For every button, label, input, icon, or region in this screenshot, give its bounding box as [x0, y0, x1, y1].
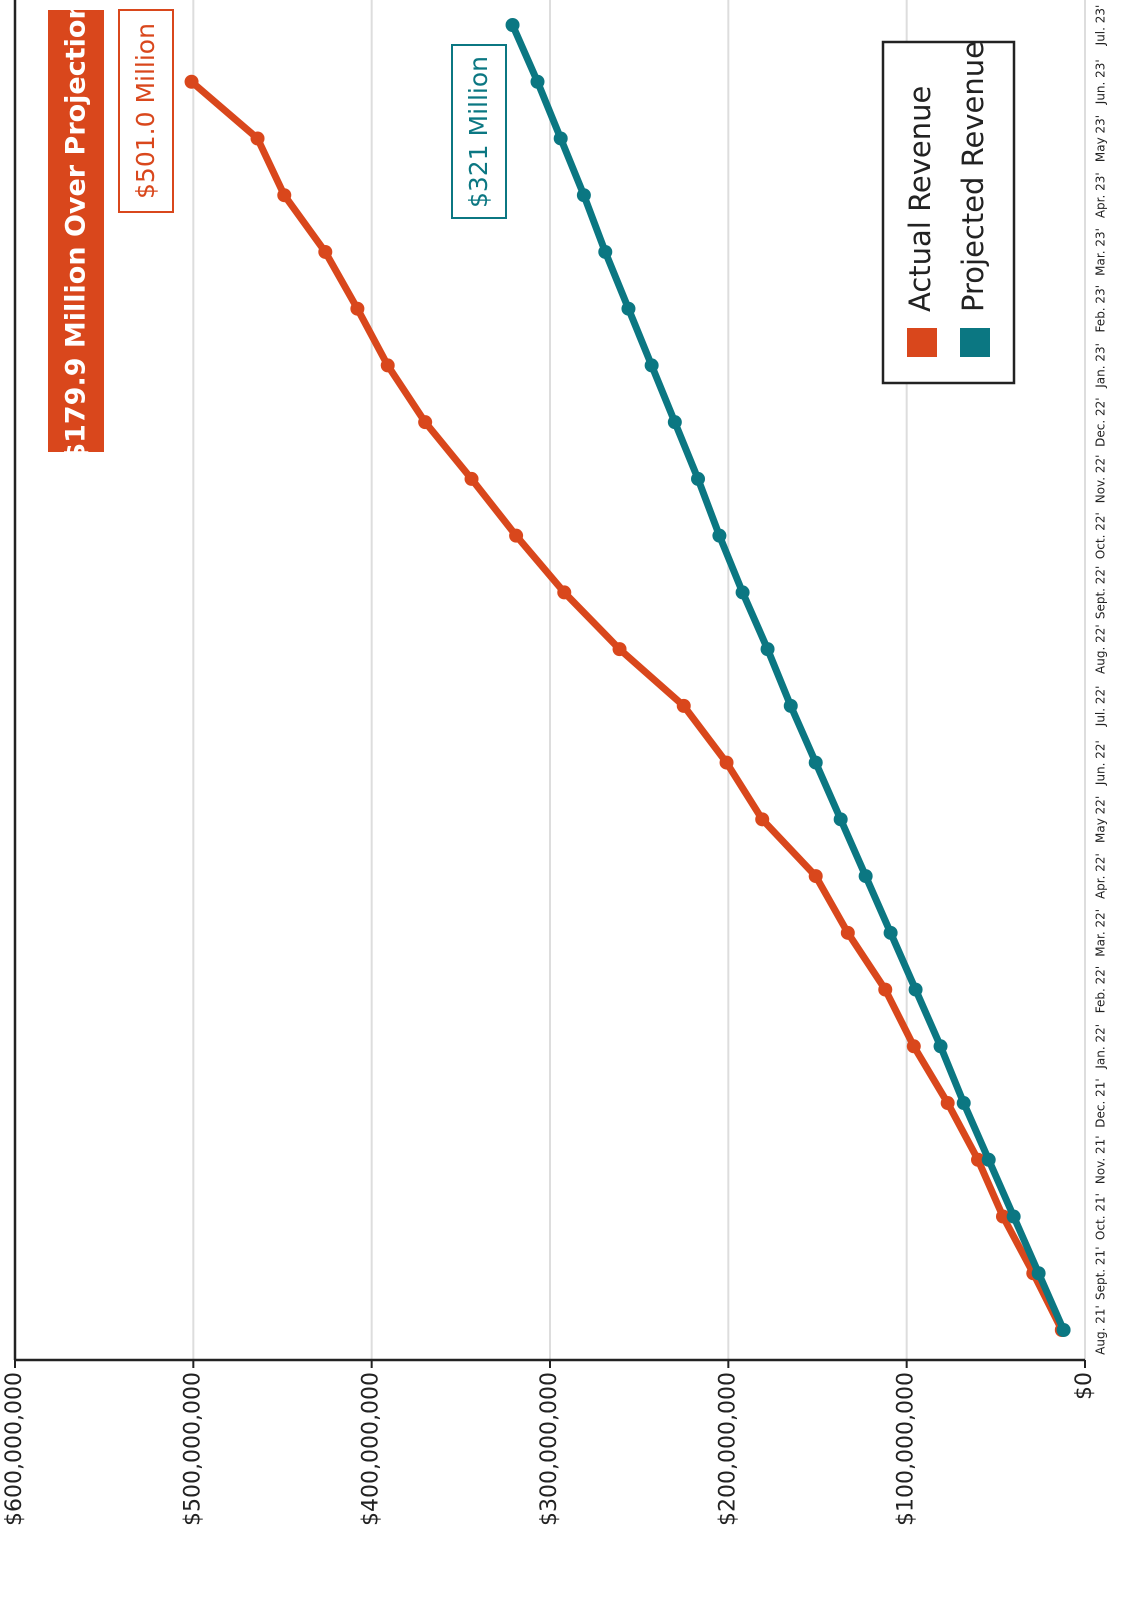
data-point — [277, 188, 292, 203]
data-point — [621, 301, 636, 316]
legend-swatch — [907, 328, 937, 357]
data-point — [612, 642, 627, 657]
annotation: $501.0 Million — [131, 23, 160, 199]
y-tick-label: $300,000,000 — [537, 1372, 562, 1526]
x-tick-label: Dec. 22' — [1094, 397, 1108, 446]
data-point — [553, 131, 568, 146]
data-point — [878, 982, 893, 997]
data-point — [971, 1152, 985, 1167]
x-tick-label: Feb. 22' — [1094, 966, 1108, 1013]
annotation: $321 Million — [464, 56, 493, 208]
data-point — [719, 755, 734, 770]
data-point — [1056, 1323, 1071, 1337]
data-point — [691, 471, 706, 486]
legend-label: Projected Revenue — [956, 41, 990, 312]
y-tick-label: $100,000,000 — [894, 1372, 919, 1526]
x-tick-label: Jun. 23' — [1094, 59, 1108, 105]
data-point — [956, 1096, 971, 1111]
data-point — [530, 74, 545, 89]
x-tick-label: Oct. 21' — [1094, 1193, 1108, 1240]
annotation-box — [48, 10, 104, 452]
y-tick-label: $200,000,000 — [715, 1372, 740, 1526]
data-point — [760, 642, 775, 657]
x-tick-label: Apr. 22' — [1094, 853, 1108, 899]
data-point — [783, 698, 798, 713]
data-point — [995, 1209, 1010, 1224]
data-point — [981, 1152, 996, 1167]
data-point — [808, 755, 823, 770]
x-tick-label: May 22' — [1094, 796, 1108, 843]
x-tick-label: Nov. 22' — [1094, 455, 1108, 504]
annotation: $179.9 Million Over Projection — [61, 0, 92, 461]
legend-label: Actual Revenue — [903, 86, 937, 312]
data-point — [576, 188, 591, 203]
data-point — [318, 244, 333, 259]
data-point — [1031, 1266, 1046, 1281]
data-point — [350, 301, 365, 316]
data-point — [755, 812, 770, 827]
data-point — [808, 869, 823, 884]
annotation-box — [118, 9, 174, 213]
y-tick-label: $600,000,000 — [2, 1372, 27, 1526]
x-tick-label: Aug. 21' — [1094, 1305, 1108, 1355]
data-point — [509, 528, 524, 543]
data-point — [1006, 1209, 1021, 1224]
data-point — [676, 698, 691, 713]
x-tick-label: Jul. 23' — [1094, 5, 1108, 47]
data-point — [184, 74, 199, 89]
data-point — [933, 1039, 948, 1054]
data-point — [735, 585, 750, 600]
legend-box — [881, 40, 1016, 385]
x-tick-label: Sept. 22' — [1094, 566, 1108, 620]
x-tick-label: Sept. 21' — [1094, 1246, 1108, 1300]
x-tick-label: Jun. 22' — [1094, 740, 1108, 786]
rotated-plot: $0 $100,000,000 $200,000,000 $300,000,000 $4… — [2, 0, 1108, 1526]
x-tick-label: Jul. 22' — [1094, 686, 1108, 728]
data-point — [712, 528, 727, 543]
data-point — [418, 415, 433, 430]
y-tick-label: $500,000,000 — [180, 1372, 205, 1526]
x-tick-label: Feb. 23' — [1094, 285, 1108, 332]
x-tick-label: Dec. 21' — [1094, 1078, 1108, 1127]
data-point — [833, 812, 848, 827]
x-tick-label: Oct. 22' — [1094, 512, 1108, 559]
data-point — [464, 471, 479, 486]
data-point — [598, 244, 613, 259]
data-point — [644, 358, 659, 373]
data-point — [858, 869, 873, 884]
x-tick-label: Nov. 21' — [1094, 1135, 1108, 1184]
x-tick-label: Mar. 22' — [1094, 909, 1108, 957]
x-tick-label: Aug. 22' — [1094, 624, 1108, 674]
series-line — [509, 23, 1067, 1332]
data-point — [557, 585, 572, 600]
data-point — [940, 1096, 955, 1111]
annotation-box — [451, 44, 507, 219]
data-point — [380, 358, 395, 373]
x-tick-label: Mar. 23' — [1094, 228, 1108, 276]
x-tick-label: Apr. 23' — [1094, 172, 1108, 218]
x-tick-label: Jan. 22' — [1094, 1024, 1108, 1070]
legend-swatch — [960, 328, 990, 357]
x-tick-label: May 23' — [1094, 115, 1108, 162]
y-tick-label: $0 — [1072, 1372, 1097, 1400]
data-point — [883, 925, 898, 940]
data-point — [908, 982, 923, 997]
data-point — [667, 415, 682, 430]
data-point — [840, 925, 855, 940]
data-point — [250, 131, 265, 146]
y-tick-label: $400,000,000 — [359, 1372, 384, 1526]
data-point — [505, 18, 520, 32]
x-tick-label: Jan. 23' — [1094, 343, 1108, 389]
data-point — [906, 1039, 921, 1054]
